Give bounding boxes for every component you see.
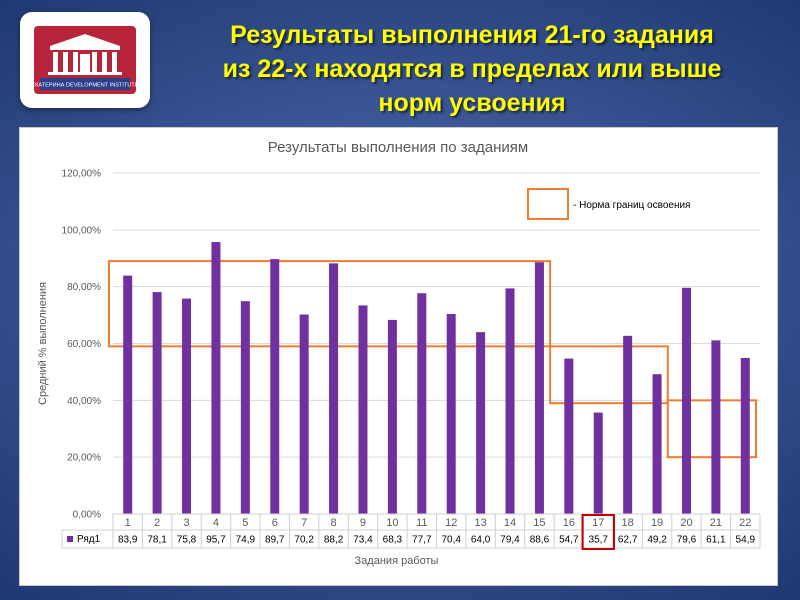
data-label: 35,7 <box>589 535 609 546</box>
bar <box>329 263 339 514</box>
x-tick-label: 10 <box>386 517 398 529</box>
data-table: Ряд1 1 83,9 2 78,1 3 75,8 4 95,7 5 74,9 6 89,7 7 70,2 8… <box>61 513 761 550</box>
bar <box>652 374 662 514</box>
y-tick-label: 120,00% <box>62 169 102 180</box>
chart-panel: Результаты выполнения по заданиям 0,00% 2… <box>19 127 778 586</box>
bar <box>740 357 750 514</box>
bar <box>240 301 250 514</box>
bar <box>681 287 691 514</box>
data-label: 74,9 <box>236 535 256 546</box>
bar <box>505 288 515 514</box>
x-tick-label: 19 <box>651 517 663 529</box>
x-tick-label: 3 <box>183 517 189 529</box>
x-tick-label: 2 <box>154 517 160 529</box>
x-tick-label: 13 <box>474 517 486 529</box>
x-tick-label: 7 <box>301 517 307 529</box>
bar <box>711 340 721 514</box>
bars-layer <box>123 242 750 514</box>
legend-swatch <box>527 188 569 220</box>
x-tick-label: 6 <box>272 517 278 529</box>
bar-chart: Результаты выполнения по заданиям 0,00% 2… <box>37 139 761 567</box>
legend-label: - Норма границ освоения <box>573 200 690 211</box>
x-tick-label: 11 <box>416 517 427 529</box>
y-axis-label: Средний % выполнения <box>37 282 49 405</box>
x-tick-label: 4 <box>213 517 219 529</box>
bar <box>182 298 192 514</box>
y-tick-label: 20,00% <box>67 453 101 464</box>
y-tick-label: 80,00% <box>67 282 101 293</box>
data-label: 78,1 <box>147 535 167 546</box>
norm-band-outline <box>549 345 669 405</box>
bar <box>152 292 162 514</box>
data-label: 61,1 <box>706 535 726 546</box>
bar <box>564 358 574 514</box>
bar <box>299 314 309 514</box>
chart-title: Результаты выполнения по заданиям <box>268 139 528 156</box>
x-tick-label: 17 <box>592 517 604 529</box>
x-tick-label: 14 <box>504 517 516 529</box>
data-label: 79,6 <box>677 535 697 546</box>
data-label: 83,9 <box>118 535 138 546</box>
x-tick-label: 8 <box>331 517 337 529</box>
x-tick-label: 20 <box>680 517 692 529</box>
y-tick-label: 60,00% <box>67 339 101 350</box>
bar <box>623 335 633 514</box>
bar <box>211 242 221 514</box>
x-tick-label: 1 <box>125 517 131 529</box>
logo-caption: ЕКАТЕРИНА DEVELOPMENT INSTITUTE <box>31 83 138 89</box>
data-label: 89,7 <box>265 535 285 546</box>
data-label: 88,2 <box>324 535 344 546</box>
data-label: 64,0 <box>471 535 491 546</box>
title-line-2: из 22-х находятся в пределах или выше <box>222 55 722 83</box>
x-axis-label: Задания работы <box>355 555 439 567</box>
bar <box>270 259 280 514</box>
data-label: 79,4 <box>500 535 520 546</box>
data-label: 70,2 <box>294 535 314 546</box>
bar <box>593 412 603 514</box>
bar <box>387 319 397 514</box>
bar <box>123 275 133 514</box>
logo: ЕКАТЕРИНА DEVELOPMENT INSTITUTE <box>20 12 150 108</box>
data-label: 62,7 <box>618 535 638 546</box>
data-label: 54,9 <box>736 535 756 546</box>
data-label: 77,7 <box>412 535 432 546</box>
title-line-1: Результаты выполнения 21-го задания <box>230 21 714 49</box>
page-title: Результаты выполнения 21-го задания из 2… <box>152 18 792 120</box>
bar <box>534 262 544 514</box>
bar <box>358 305 368 514</box>
data-label: 49,2 <box>647 535 667 546</box>
series-key-swatch <box>67 536 73 542</box>
bar <box>476 332 486 514</box>
building-logo-icon: ЕКАТЕРИНА DEVELOPMENT INSTITUTE <box>31 26 139 94</box>
x-tick-label: 18 <box>622 517 634 529</box>
data-label: 88,6 <box>530 535 550 546</box>
x-tick-label: 16 <box>563 517 575 529</box>
legend: - Норма границ освоения <box>527 188 690 220</box>
x-tick-label: 22 <box>739 517 751 529</box>
y-tick-label: 40,00% <box>67 396 101 407</box>
x-tick-label: 15 <box>533 517 545 529</box>
y-tick-label: 100,00% <box>62 225 102 236</box>
x-tick-label: 5 <box>242 517 248 529</box>
title-line-3: норм усвоения <box>378 89 566 117</box>
bar <box>446 313 456 514</box>
data-label: 75,8 <box>177 535 197 546</box>
highlight-box <box>581 514 615 550</box>
grid-layer: 0,00% 20,00% 40,00% 60,00% 80,00% 100,00% 120,… <box>62 169 760 521</box>
x-tick-label: 9 <box>360 517 366 529</box>
bar <box>417 293 427 514</box>
data-label: 68,3 <box>383 535 403 546</box>
x-tick-label: 12 <box>445 517 457 529</box>
data-label: 73,4 <box>353 535 373 546</box>
data-label: 95,7 <box>206 535 226 546</box>
x-tick-label: 21 <box>710 517 722 529</box>
series-name: Ряд1 <box>77 534 101 545</box>
data-label: 54,7 <box>559 535 579 546</box>
y-tick-label: 0,00% <box>73 510 101 521</box>
data-label: 70,4 <box>441 535 461 546</box>
